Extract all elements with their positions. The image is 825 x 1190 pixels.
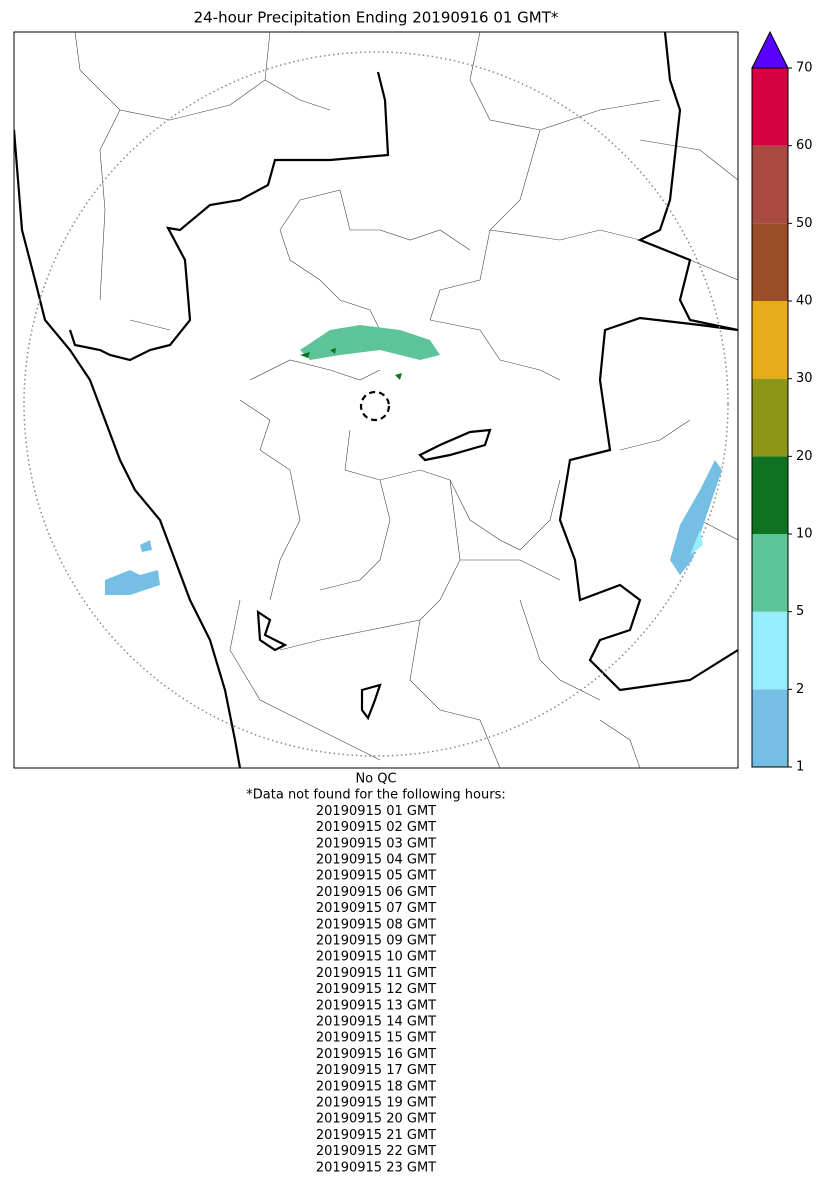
note-line: 20190915 08 GMT: [316, 917, 436, 932]
colorbar-segment: [752, 534, 788, 612]
note-line: *Data not found for the following hours:: [246, 788, 505, 803]
map: [13, 31, 739, 769]
note-line: 20190915 23 GMT: [316, 1160, 436, 1175]
colorbar-segment: [752, 68, 788, 146]
note-line: 20190915 13 GMT: [316, 998, 436, 1013]
note-line: 20190915 17 GMT: [316, 1063, 436, 1078]
colorbar-tick-label: 60: [796, 138, 813, 153]
colorbar-segment: [752, 301, 788, 379]
colorbar-segment: [752, 611, 788, 690]
note-line: 20190915 12 GMT: [316, 982, 436, 997]
colorbar-tick-label: 5: [796, 604, 804, 619]
note-line: 20190915 07 GMT: [316, 901, 436, 916]
note-line: 20190915 20 GMT: [316, 1112, 436, 1127]
note-line: 20190915 18 GMT: [316, 1079, 436, 1094]
note-line: 20190915 19 GMT: [316, 1096, 436, 1111]
notes: No QC*Data not found for the following h…: [246, 772, 505, 1176]
note-line: 20190915 09 GMT: [316, 934, 436, 949]
colorbar-tick-label: 70: [796, 61, 813, 76]
note-line: 20190915 10 GMT: [316, 950, 436, 965]
colorbar-frame: [751, 67, 789, 768]
note-line: 20190915 01 GMT: [316, 804, 436, 819]
title: 24-hour Precipitation Ending 20190916 01…: [194, 9, 559, 27]
colorbar-segment: [752, 456, 788, 534]
note-line: 20190915 14 GMT: [316, 1015, 436, 1030]
colorbar-tick-label: 1: [796, 760, 804, 775]
note-line: 20190915 06 GMT: [316, 885, 436, 900]
colorbar: 1 2 5 10 20 30 40 50 60 70: [751, 30, 813, 775]
colorbar-tick-label: 20: [796, 449, 813, 464]
colorbar-tick-label: 2: [796, 682, 804, 697]
note-line: 20190915 11 GMT: [316, 966, 436, 981]
colorbar-tick-label: 50: [796, 216, 813, 231]
note-line: 20190915 15 GMT: [316, 1031, 436, 1046]
colorbar-tick-label: 30: [796, 371, 813, 386]
colorbar-segment: [752, 378, 788, 457]
note-line: 20190915 21 GMT: [316, 1128, 436, 1143]
note-line: 20190915 03 GMT: [316, 836, 436, 851]
note-line: 20190915 05 GMT: [316, 869, 436, 884]
note-line: 20190915 16 GMT: [316, 1047, 436, 1062]
note-line: 20190915 04 GMT: [316, 853, 436, 868]
note-line: 20190915 02 GMT: [316, 820, 436, 835]
note-line: No QC: [355, 772, 396, 787]
colorbar-extension: [751, 30, 789, 69]
colorbar-segment: [752, 689, 788, 767]
note-line: 20190915 22 GMT: [316, 1144, 436, 1159]
colorbar-segment: [752, 145, 788, 224]
colorbar-segment: [752, 223, 788, 301]
colorbar-tick-label: 40: [796, 294, 813, 309]
colorbar-tick-label: 10: [796, 527, 813, 542]
